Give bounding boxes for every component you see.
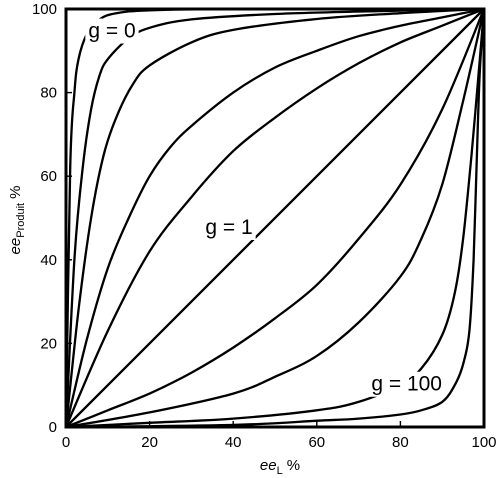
x-tick-label-0: 0 [62,434,70,451]
ticks-layer: 0 20 40 60 80 100 0 20 40 60 80 100 [32,1,497,451]
x-tick-label-5: 100 [471,434,496,451]
annotation-background-0 [85,18,139,44]
annotation-1: g = 1 [205,216,252,239]
x-tick-label-3: 60 [308,434,325,451]
x-axis-label: eeL% [260,457,300,477]
annotation-layer: g = 0 g = 1 g = 100 [85,18,445,397]
series-line-7 [64,7,486,429]
series-line-3 [64,7,486,429]
series-line-8 [64,7,486,429]
y-axis-label: eeProduit% [7,186,27,255]
series-line-1 [64,7,486,429]
y-tick-label-1: 20 [40,335,57,352]
annotation-background-2 [368,371,445,397]
x-tick-label-1: 20 [141,434,158,451]
y-tick-label-2: 40 [40,252,57,269]
y-tick-label-3: 60 [40,168,57,185]
plot-frame [64,7,486,429]
series-line-2 [64,7,486,429]
y-tick-label-0: 0 [49,419,57,436]
y-tick-label-4: 80 [40,85,57,102]
x-tick-label-4: 80 [392,434,409,451]
curves-layer [64,7,486,429]
annotation-2: g = 100 [371,373,442,396]
x-tick-label-2: 40 [225,434,242,451]
y-tick-label-5: 100 [32,1,57,18]
series-line-9 [64,7,486,429]
series-line-4 [64,7,486,429]
series-line-6 [64,7,486,429]
annotation-background-1 [202,214,256,240]
series-line-5 [64,7,486,429]
annotation-0: g = 0 [88,20,135,43]
